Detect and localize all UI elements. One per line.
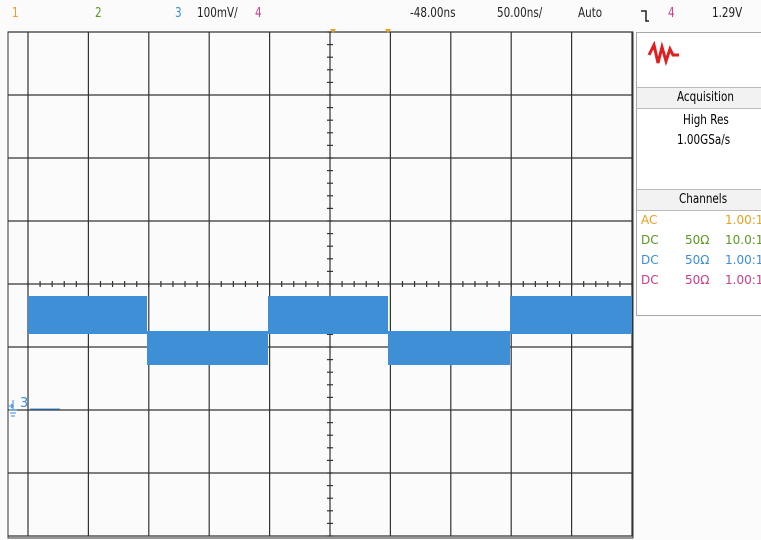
delay-marker (385, 29, 391, 33)
channel-4-label[interactable]: 4 (255, 6, 262, 21)
channel-row[interactable]: DC 50Ω 1.00:1 (637, 253, 761, 271)
trigger-source[interactable]: 4 (668, 6, 675, 21)
channel-3-trace (28, 296, 632, 365)
trigger-position-marker (330, 29, 336, 33)
channel-ratio: 10.0:1 (725, 233, 761, 247)
channel-coupling: DC (641, 273, 659, 287)
display-frame (7, 31, 634, 539)
logo-icon (647, 41, 679, 67)
channel-impedance: 50Ω (685, 273, 710, 287)
channel-ratio: 1.00:1 (725, 273, 761, 287)
channel-impedance: 50Ω (685, 253, 710, 267)
channel-impedance: 50Ω (685, 233, 710, 247)
channels-header[interactable]: Channels (637, 189, 761, 211)
grid (8, 31, 633, 537)
sample-rate: 1.00GSa/s (677, 133, 731, 148)
time-offset[interactable]: -48.00ns (410, 6, 456, 21)
channel-row[interactable]: DC 50Ω 1.00:1 (637, 273, 761, 291)
waveform-display: 3 (7, 29, 634, 539)
channel-3-scale[interactable]: 100mV/ (197, 6, 238, 21)
side-panel: Acquisition High Res 1.00GSa/s Channels … (636, 32, 761, 316)
channel-1-label[interactable]: 1 (12, 6, 19, 21)
channels-title: Channels (679, 192, 728, 207)
channel-coupling: AC (641, 213, 658, 227)
acquisition-title: Acquisition (677, 90, 734, 105)
channel-row[interactable]: AC 1.00:1 (637, 213, 761, 231)
channel-ratio: 1.00:1 (725, 253, 761, 267)
ground-icon (8, 400, 17, 417)
channel-2-label[interactable]: 2 (95, 6, 102, 21)
trigger-level[interactable]: 1.29V (712, 6, 743, 21)
channel-coupling: DC (641, 253, 659, 267)
channel-coupling: DC (641, 233, 659, 247)
channel-3-label[interactable]: 3 (175, 6, 182, 21)
acquisition-mode: High Res (683, 113, 729, 128)
channel-row[interactable]: DC 50Ω 10.0:1 (637, 233, 761, 251)
channel-ratio: 1.00:1 (725, 213, 761, 227)
time-scale[interactable]: 50.00ns/ (497, 6, 543, 21)
ground-label: 3 (20, 396, 28, 411)
trigger-mode[interactable]: Auto (578, 6, 603, 21)
trigger-icon (641, 10, 649, 22)
acquisition-header[interactable]: Acquisition (637, 87, 761, 109)
